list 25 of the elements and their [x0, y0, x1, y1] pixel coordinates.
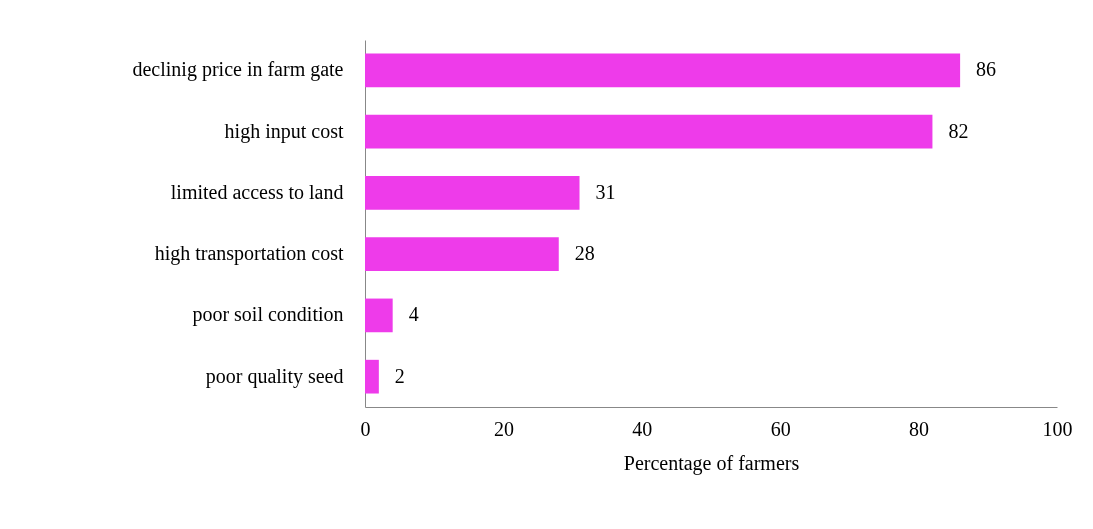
x-tick-label: 80 — [909, 417, 930, 440]
x-tick-label: 20 — [493, 417, 514, 440]
bar — [365, 176, 580, 210]
x-tick-label: 100 — [1042, 417, 1073, 440]
x-tick-label: 0 — [360, 417, 371, 440]
y-tick-label: declinig price in farm gate — [132, 58, 344, 82]
x-tick-label: 60 — [770, 417, 791, 440]
x-axis-title: Percentage of farmers — [623, 451, 800, 475]
data-label: 31 — [595, 180, 616, 203]
x-tick-label: 40 — [632, 417, 653, 440]
y-tick-label: high input cost — [224, 119, 344, 143]
y-tick-label: poor soil condition — [192, 303, 344, 327]
y-tick-label: poor quality seed — [205, 364, 344, 388]
bar — [365, 114, 933, 149]
bar — [365, 359, 379, 394]
data-label: 2 — [394, 364, 405, 387]
y-tick-label: limited access to land — [170, 180, 344, 203]
y-tick-label: high transportation cost — [154, 242, 344, 266]
bar — [365, 298, 393, 333]
bar — [365, 237, 559, 271]
data-label: 86 — [976, 58, 997, 81]
bar — [365, 53, 961, 88]
data-label: 82 — [948, 119, 969, 142]
data-label: 28 — [574, 242, 595, 265]
data-label: 4 — [408, 303, 419, 326]
